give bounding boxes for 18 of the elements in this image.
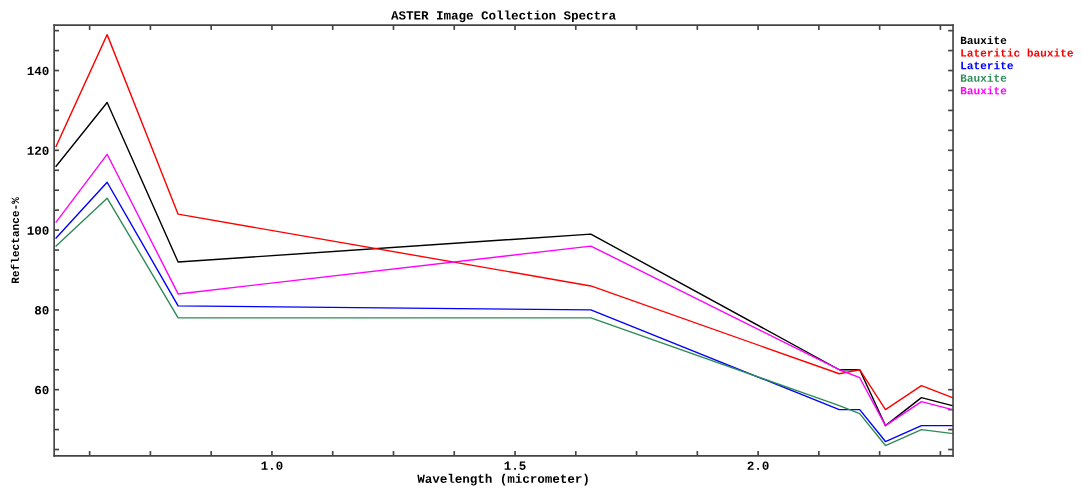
x-tick-label: 1.0	[261, 461, 283, 470]
line-series	[55, 153, 954, 427]
x-tick-label: 2.0	[747, 461, 769, 470]
text: Bauxite	[960, 73, 1007, 82]
y-tick-label: 80	[34, 306, 49, 315]
y-tick-label: 100	[27, 226, 49, 235]
text: Bauxite	[960, 86, 1007, 95]
x-tick-label: 1.5	[504, 461, 526, 470]
y-tick-label: 60	[35, 385, 49, 395]
text: Laterite	[961, 61, 1013, 70]
chart-title: ASTER Image Collection Spectra	[391, 10, 616, 23]
y-tick-label: 120	[27, 146, 49, 155]
line-series	[55, 33, 954, 411]
y-tick-label: 140	[27, 66, 49, 76]
x-axis-title: Wavelength (micrometer)	[417, 473, 588, 486]
text: Bauxite	[960, 35, 1007, 45]
text: Lateritic bauxite	[961, 48, 1073, 57]
y-axis-title: Reflectance-%	[10, 197, 20, 284]
